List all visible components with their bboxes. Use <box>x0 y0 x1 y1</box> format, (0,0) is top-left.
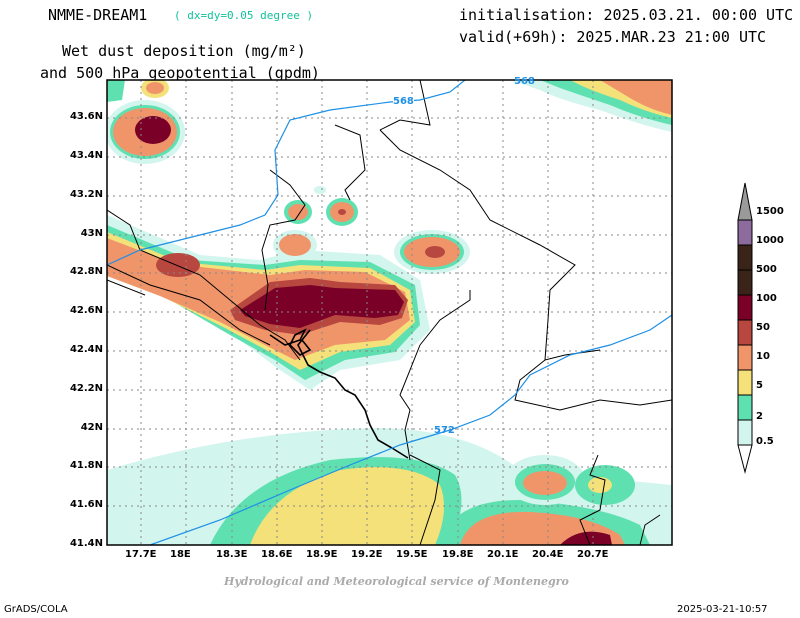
geopotential-contours <box>107 80 672 545</box>
lat-tick-label: 43N <box>80 228 103 239</box>
init-time: initialisation: 2025.03.21. 00:00 UTC <box>459 6 794 24</box>
contour-label-568-b: 568 <box>514 76 535 87</box>
legend-level-label: 5 <box>756 380 763 391</box>
lat-tick-label: 43.4N <box>69 150 103 161</box>
lat-tick-label: 43.6N <box>69 111 103 122</box>
contour-label-568-a: 568 <box>393 96 414 107</box>
footer-left: GrADS/COLA <box>4 604 68 615</box>
lon-tick-label: 18.6E <box>261 549 293 560</box>
deposition-field <box>107 80 672 545</box>
resolution-label: ( dx=dy=0.05 degree ) <box>174 9 314 22</box>
legend-level-label: 50 <box>756 322 770 333</box>
legend-level-label: 0.5 <box>756 436 774 447</box>
lon-tick-label: 20.7E <box>577 549 609 560</box>
model-name: NMME-DREAM1 <box>48 6 148 24</box>
lon-tick-label: 20.1E <box>487 549 519 560</box>
lon-tick-label: 20.4E <box>532 549 564 560</box>
country-borders <box>107 80 672 545</box>
lat-tick-label: 41.8N <box>69 460 103 471</box>
lon-tick-label: 18.9E <box>306 549 338 560</box>
footer-right: 2025-03-21-10:57 <box>677 604 768 615</box>
lat-tick-label: 42.2N <box>69 383 103 394</box>
lon-tick-label: 18.3E <box>216 549 248 560</box>
legend-level-label: 500 <box>756 264 777 275</box>
lat-tick-label: 42.4N <box>69 344 103 355</box>
map-frame <box>106 79 673 546</box>
legend-level-label: 10 <box>756 351 770 362</box>
lon-tick-label: 19.5E <box>396 549 428 560</box>
lat-tick-label: 42.8N <box>69 266 103 277</box>
legend-level-label: 1500 <box>756 206 784 217</box>
title-line-2: and 500 hPa geopotential (gpdm) <box>40 64 320 82</box>
lon-tick-label: 19.8E <box>442 549 474 560</box>
legend-level-label: 2 <box>756 411 763 422</box>
lon-tick-label: 17.7E <box>125 549 157 560</box>
legend-level-label: 100 <box>756 293 777 304</box>
lat-tick-label: 41.6N <box>69 499 103 510</box>
lat-tick-label: 42.6N <box>69 305 103 316</box>
title-line-1: Wet dust deposition (mg/m²) <box>62 42 306 60</box>
lat-tick-label: 41.4N <box>69 538 103 549</box>
graticule <box>107 80 672 545</box>
lon-tick-label: 18E <box>170 549 191 560</box>
credit-text: Hydrological and Meteorological service … <box>224 575 569 588</box>
lat-tick-label: 43.2N <box>69 189 103 200</box>
lat-tick-label: 42N <box>80 422 103 433</box>
valid-time: valid(+69h): 2025.MAR.23 21:00 UTC <box>459 28 767 46</box>
legend-colorbar <box>737 182 753 474</box>
lon-tick-label: 19.2E <box>351 549 383 560</box>
legend-level-label: 1000 <box>756 235 784 246</box>
coastline <box>269 328 409 459</box>
contour-label-572: 572 <box>434 425 455 436</box>
